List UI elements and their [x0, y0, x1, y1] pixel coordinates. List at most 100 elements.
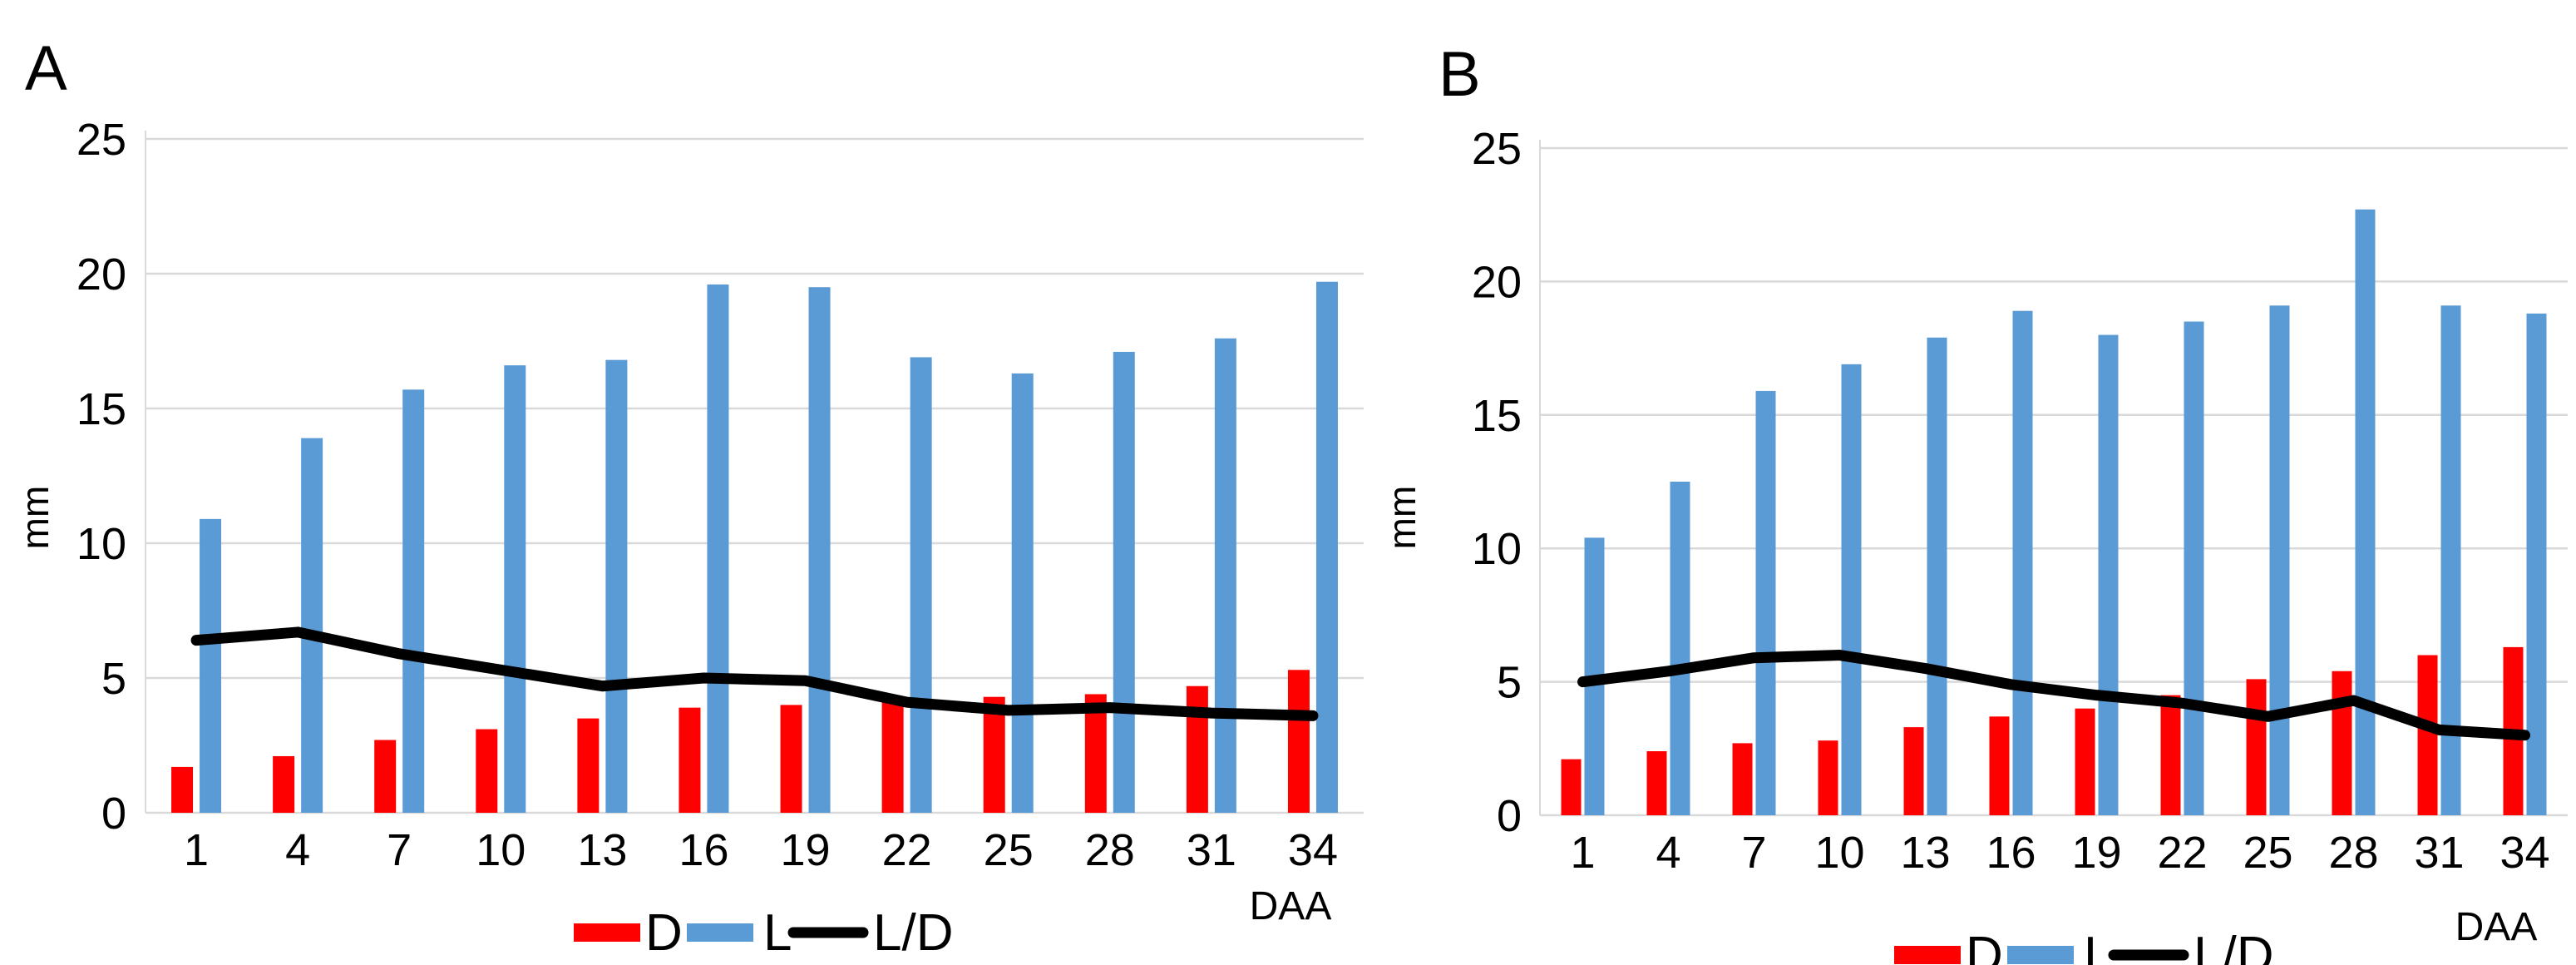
bar-D [1287, 670, 1310, 813]
x-tick-label: 13 [577, 825, 627, 875]
bar-L [2440, 305, 2461, 816]
x-tick-label: 10 [476, 825, 526, 875]
bar-L [1927, 337, 1947, 815]
bar-D [1903, 727, 1924, 815]
bar-L [1670, 482, 1690, 815]
y-axis-title: mm [1380, 486, 1424, 550]
x-tick-label: 28 [1085, 825, 1135, 875]
y-tick-label: 5 [101, 654, 126, 704]
bar-L [504, 365, 526, 813]
x-tick-label: 7 [387, 825, 412, 875]
legend-swatch-d [1894, 946, 1961, 964]
legend-label-l: L [763, 904, 792, 962]
bar-L [2355, 209, 2376, 815]
bar-L [1214, 338, 1236, 813]
y-tick-label: 5 [1497, 658, 1522, 708]
x-tick-label: 1 [184, 825, 209, 875]
x-tick-label: 28 [2328, 828, 2378, 878]
bar-L [1113, 351, 1135, 814]
legend-label-ld: L/D [873, 904, 953, 962]
bar-L [301, 438, 323, 813]
bar-D [1646, 751, 1667, 815]
x-tick-label: 34 [1288, 825, 1338, 875]
bar-L [1315, 281, 1338, 814]
y-axis-title: mm [13, 486, 57, 550]
bar-L [2098, 334, 2119, 815]
bar-D [476, 729, 498, 813]
x-tick-label: 13 [1900, 828, 1950, 878]
bar-L [605, 359, 628, 813]
bar-D [1084, 694, 1107, 813]
x-axis-title: DAA [2455, 905, 2538, 949]
bar-L [707, 284, 729, 814]
bar-L [1841, 364, 1862, 815]
bar-D [2417, 655, 2438, 815]
legend-label-d: D [1966, 927, 2003, 965]
bar-L [200, 518, 222, 813]
x-tick-label: 7 [1741, 828, 1766, 878]
x-tick-label: 4 [1656, 828, 1680, 878]
x-tick-label: 22 [2157, 828, 2207, 878]
bar-D [1989, 716, 2010, 815]
ld-line [190, 626, 1319, 721]
x-tick-label: 19 [2071, 828, 2121, 878]
legend-swatch-l [2007, 946, 2074, 964]
bar-D [374, 740, 397, 813]
legend-label-l: L [2084, 927, 2112, 965]
panel-title: A [25, 33, 67, 104]
bar-D [1561, 759, 1582, 815]
legend-label-ld: L/D [2194, 927, 2273, 965]
y-tick-label: 25 [76, 115, 126, 165]
ld-line [1577, 650, 2530, 741]
x-tick-label: 10 [1814, 828, 1864, 878]
bar-D [2332, 671, 2352, 815]
bar-D [983, 696, 1005, 813]
y-tick-label: 15 [1472, 391, 1522, 441]
x-tick-label: 22 [882, 825, 932, 875]
y-tick-label: 15 [76, 384, 126, 434]
panel-title: B [1439, 39, 1481, 110]
x-axis-title: DAA [1250, 884, 1332, 928]
bar-D [577, 718, 600, 813]
bar-D [881, 702, 904, 813]
legend-swatch-l [687, 923, 753, 942]
x-tick-label: 31 [1187, 825, 1236, 875]
bar-D [1186, 685, 1208, 813]
y-tick-label: 0 [101, 789, 126, 839]
bar-L [2269, 305, 2290, 816]
x-tick-label: 19 [781, 825, 831, 875]
bar-L [1755, 390, 1776, 815]
bar-D [171, 766, 194, 813]
y-tick-label: 10 [1472, 524, 1522, 574]
bar-L [402, 389, 425, 813]
y-tick-label: 0 [1497, 791, 1522, 841]
bar-D [2075, 708, 2095, 815]
legend-label-d: D [645, 904, 683, 962]
x-tick-label: 25 [2243, 828, 2292, 878]
y-tick-label: 10 [76, 519, 126, 569]
bar-D [679, 707, 701, 813]
x-tick-label: 16 [1986, 828, 2036, 878]
bar-L [808, 287, 831, 813]
legend-swatch-d [574, 923, 640, 942]
bar-L [2012, 310, 2033, 815]
bar-D [1818, 740, 1838, 815]
x-tick-label: 16 [679, 825, 728, 875]
x-tick-label: 31 [2414, 828, 2464, 878]
y-tick-label: 20 [1472, 257, 1522, 307]
bar-D [2246, 679, 2267, 815]
bar-D [1732, 743, 1753, 815]
x-tick-label: 34 [2500, 828, 2549, 878]
bar-D [2160, 695, 2181, 815]
y-tick-label: 20 [76, 250, 126, 299]
x-tick-label: 1 [1570, 828, 1595, 878]
bar-L [1011, 373, 1034, 813]
bar-L [2184, 321, 2204, 815]
x-tick-label: 4 [285, 825, 310, 875]
bar-L [2526, 313, 2547, 815]
bar-D [273, 755, 295, 813]
bar-L [910, 357, 932, 813]
bar-D [780, 705, 802, 813]
